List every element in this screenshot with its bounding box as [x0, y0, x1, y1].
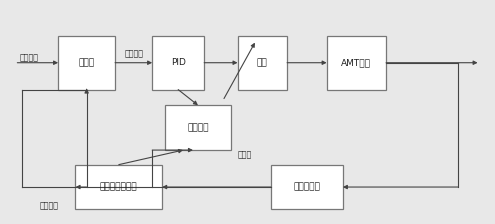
Bar: [327, 36, 386, 90]
Text: 目标角度: 目标角度: [20, 54, 39, 63]
Text: 角度偏差: 角度偏差: [124, 49, 143, 58]
Bar: [271, 165, 343, 209]
Text: 角度传感器: 角度传感器: [294, 183, 320, 192]
Text: 角速度计算模块: 角速度计算模块: [100, 183, 138, 192]
Text: 比较器: 比较器: [79, 58, 95, 67]
Text: PID: PID: [171, 58, 186, 67]
Text: AMT电机: AMT电机: [342, 58, 371, 67]
Bar: [164, 105, 232, 150]
Text: 驱动: 驱动: [257, 58, 268, 67]
Text: 专家系统: 专家系统: [187, 123, 209, 132]
Text: 当前角度: 当前角度: [40, 201, 58, 210]
Bar: [58, 36, 115, 90]
Bar: [152, 36, 204, 90]
Text: 角速度: 角速度: [238, 150, 252, 159]
Bar: [75, 165, 162, 209]
Bar: [238, 36, 287, 90]
